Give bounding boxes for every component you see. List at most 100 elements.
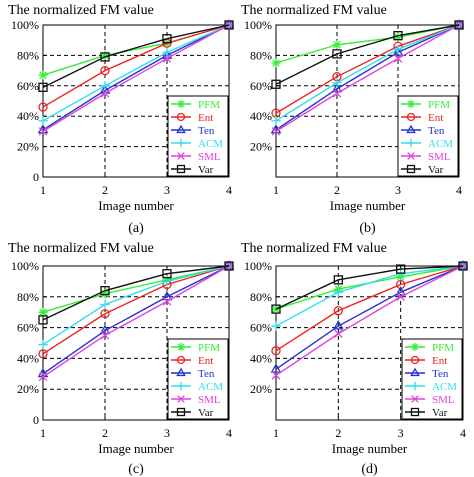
marker-square (162, 34, 172, 44)
x-tick-label: 3 (164, 183, 170, 197)
marker-plus (271, 321, 281, 331)
x-tick-label: 3 (395, 183, 401, 197)
marker-asterisk (406, 99, 416, 109)
marker-circle (271, 346, 281, 356)
series-line-ent (275, 265, 464, 352)
y-tick-label: 60% (17, 321, 39, 335)
marker-square (406, 164, 416, 174)
marker-plus (176, 138, 186, 148)
marker-triangle (410, 367, 420, 377)
series-line-var (275, 24, 460, 85)
marker-circle (38, 349, 48, 359)
legend-label-acm: ACM (432, 381, 457, 393)
marker-x (271, 371, 281, 380)
marker-x (393, 54, 403, 63)
marker-asterisk (176, 342, 186, 352)
x-tick-label: 4 (456, 183, 462, 197)
x-axis-label: Image number (332, 441, 408, 456)
marker-square (38, 82, 48, 92)
series-line-acm (42, 265, 230, 346)
marker-square (100, 52, 110, 62)
marker-triangle (333, 320, 344, 330)
series-line-var (42, 24, 230, 88)
x-tick-label: 1 (273, 426, 279, 440)
legend-label-pfm: PFM (198, 342, 220, 354)
legend-label-ent: Ent (198, 355, 213, 367)
plot-frame (275, 24, 460, 178)
y-tick-label: 100% (11, 259, 39, 273)
marker-circle (38, 102, 48, 112)
marker-x (100, 89, 110, 98)
legend-label-ten: Ten (198, 125, 215, 137)
marker-plus (100, 299, 110, 310)
plot-frame (275, 265, 464, 421)
y-tick-label: 80% (17, 48, 39, 62)
legend-label-sml: SML (428, 151, 451, 163)
legend-label-ten: Ten (428, 125, 445, 137)
series-line-var (42, 265, 230, 321)
x-tick-label: 2 (335, 426, 341, 440)
marker-plus (406, 138, 416, 148)
marker-square (393, 30, 403, 41)
series-line-ent (42, 24, 230, 108)
marker-square (224, 261, 234, 271)
marker-triangle (395, 286, 406, 296)
marker-plus (38, 115, 48, 126)
y-tick-label: 80% (250, 48, 272, 62)
series-line-ten (42, 265, 230, 375)
marker-square (396, 264, 406, 274)
marker-square (458, 261, 468, 271)
series-line-pfm (42, 265, 230, 313)
legend-label-sml: SML (432, 394, 455, 406)
legend-label-ten: Ten (432, 368, 449, 380)
marker-asterisk (393, 32, 403, 42)
x-tick-label: 2 (102, 183, 108, 197)
series-line-ent (42, 265, 230, 355)
series-line-sml (42, 24, 230, 132)
x-tick-label: 3 (398, 426, 404, 440)
legend-box (397, 95, 459, 177)
legend-label-ent: Ent (428, 112, 443, 124)
x-tick-label: 2 (102, 426, 108, 440)
marker-asterisk (38, 70, 48, 80)
series-line-acm (42, 24, 230, 122)
marker-plus (162, 47, 172, 58)
marker-x (396, 292, 405, 302)
x-tick-label: 3 (164, 426, 170, 440)
marker-square (100, 285, 110, 296)
marker-x (407, 152, 415, 160)
marker-plus (333, 287, 344, 297)
legend-label-acm: ACM (198, 138, 223, 150)
legend-label-ten: Ten (198, 368, 215, 380)
series-line-acm (275, 24, 460, 122)
marker-square (224, 20, 234, 30)
legend-label-pfm: PFM (428, 99, 450, 111)
marker-plus (38, 339, 48, 350)
series-line-pfm (275, 265, 464, 310)
legend-label-var: Var (428, 164, 444, 176)
y-tick-label: 80% (250, 290, 272, 304)
chart-panel: 20% 40% 60% 80% 100% 1 2 3 4 The normalized FM va… (241, 3, 465, 236)
y-tick-label: 20% (17, 140, 39, 154)
marker-triangle (176, 367, 186, 377)
marker-circle (410, 355, 420, 365)
marker-x (271, 127, 281, 136)
marker-triangle (99, 324, 111, 335)
x-tick-label: 1 (273, 183, 279, 197)
x-tick-label: 1 (40, 183, 46, 197)
y-tick-label: 40% (17, 351, 39, 365)
legend-box (401, 338, 463, 420)
chart-title: The normalized FM value (8, 241, 154, 256)
marker-square (332, 49, 342, 59)
legend-box (167, 338, 229, 420)
legend-label-acm: ACM (428, 138, 453, 150)
y-tick-label: 100% (11, 18, 39, 32)
y-tick-label: 60% (17, 79, 39, 93)
marker-square (38, 315, 48, 325)
series-line-sml (42, 265, 230, 378)
